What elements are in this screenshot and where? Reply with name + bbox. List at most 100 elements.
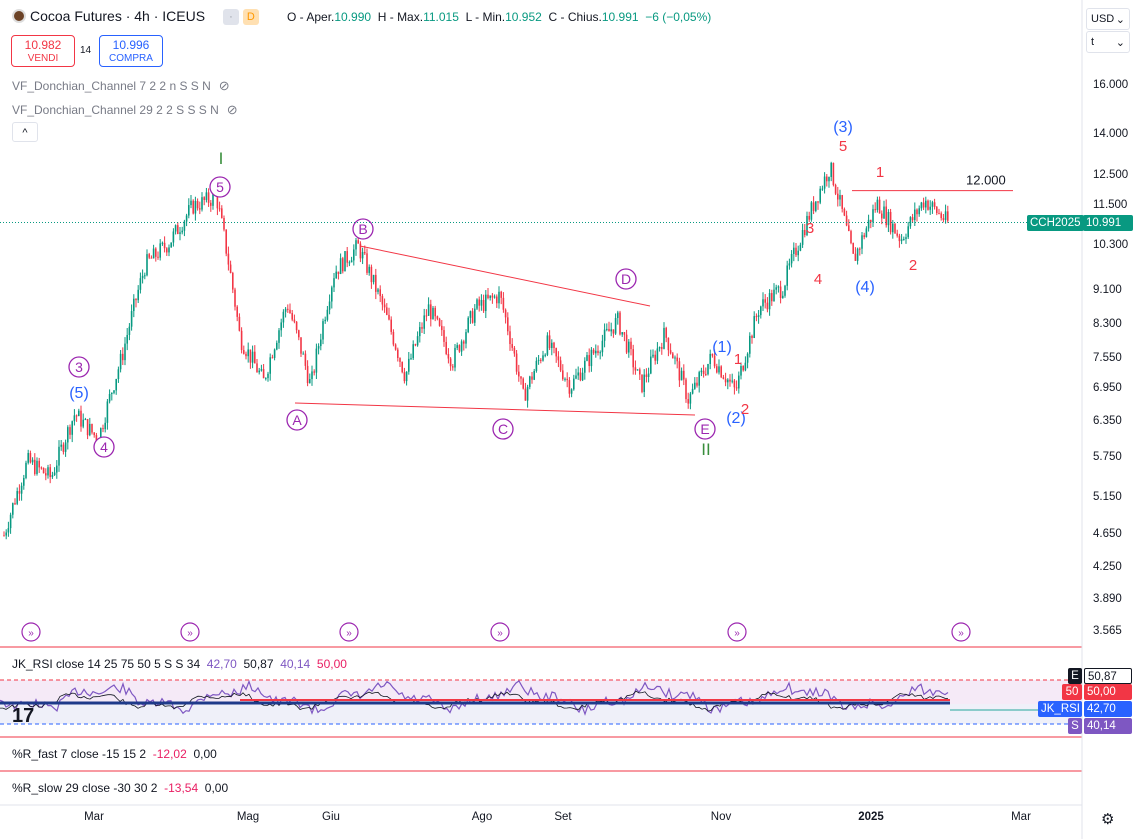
candle-body — [368, 266, 370, 273]
candle-body — [870, 219, 872, 223]
candle-body — [12, 503, 14, 515]
candle-body — [555, 348, 557, 357]
event-marker-icon[interactable] — [951, 622, 971, 642]
candle-body — [328, 301, 331, 310]
price-tick: 10.300 — [1093, 239, 1129, 252]
candle-body — [480, 299, 483, 306]
collapse-indicators-button[interactable]: ^ — [12, 122, 38, 142]
candle-body — [491, 295, 494, 298]
event-marker-icon[interactable] — [180, 622, 200, 642]
currency-select[interactable]: USD ⌄ — [1086, 8, 1130, 30]
candle-body — [588, 355, 590, 367]
indicator-donchian-7-label: VF_Donchian_Channel 7 2 2 n S S N — [12, 79, 211, 93]
candle-body — [601, 340, 604, 353]
event-marker-icon[interactable] — [490, 622, 510, 642]
triangle-lower-line[interactable] — [294, 402, 696, 416]
candle-body — [293, 319, 296, 322]
candle-body — [69, 427, 71, 435]
candle-body — [599, 352, 601, 354]
rsi-legend[interactable]: JK_RSI close 14 25 75 50 5 S S 34 42,70 … — [12, 657, 347, 671]
candle-body — [454, 347, 456, 368]
scale-select[interactable]: t ⌄ — [1086, 31, 1130, 53]
event-marker-icon[interactable] — [727, 622, 747, 642]
candle-body — [751, 335, 753, 339]
candle-body — [522, 378, 524, 389]
candle-body — [643, 374, 645, 392]
settings-gear-icon[interactable]: ⚙ — [1101, 811, 1115, 828]
candle-body — [700, 370, 703, 373]
candle-body — [361, 251, 364, 259]
candle-body — [526, 386, 529, 401]
candle-body — [229, 264, 232, 273]
candle-body — [53, 472, 56, 475]
wave-circle-label-cB: B — [358, 221, 367, 237]
wave-label-b3: (3) — [833, 119, 853, 136]
candle-body — [909, 217, 912, 227]
rsi-lower-band — [0, 704, 1082, 724]
candle-body — [23, 477, 25, 486]
candle-body — [927, 200, 929, 210]
candle-body — [881, 213, 883, 219]
candle-body — [898, 235, 901, 242]
candle-body — [493, 296, 496, 298]
candle-body — [843, 208, 846, 216]
candle-body — [764, 299, 766, 303]
candle-body — [414, 344, 417, 346]
rsi-tag-s: S — [1068, 718, 1082, 734]
candle-body — [113, 390, 115, 393]
candle-body — [502, 297, 505, 310]
buy-button[interactable]: 10.996 COMPRA — [99, 35, 163, 67]
event-marker-icon[interactable] — [21, 622, 41, 642]
event-marker-icon[interactable] — [339, 622, 359, 642]
candle-body — [434, 307, 436, 317]
candle-body — [947, 211, 949, 221]
candle-body — [322, 321, 324, 340]
wave-label-r1a: 1 — [734, 351, 742, 368]
price-tick: 3.890 — [1093, 593, 1122, 606]
eye-off-icon[interactable]: ⊘ — [218, 78, 230, 93]
candle-body — [196, 201, 199, 209]
candle-body — [111, 392, 113, 395]
rslow-legend[interactable]: %R_slow 29 close -30 30 2 -13,54 0,00 — [12, 781, 228, 795]
candle-body — [320, 339, 322, 347]
candle-body — [91, 423, 93, 433]
candle-body — [810, 202, 813, 220]
candle-body — [929, 206, 931, 210]
indicator-donchian-7[interactable]: VF_Donchian_Channel 7 2 2 n S S N ⊘ — [12, 78, 230, 94]
candle-body — [410, 358, 412, 360]
triangle-upper-line[interactable] — [359, 245, 651, 307]
eye-off-icon[interactable]: ⊘ — [226, 102, 238, 117]
wave-circle-label-c5: 5 — [216, 179, 224, 195]
candle-body — [577, 372, 579, 376]
candle-body — [518, 371, 520, 377]
candle-body — [746, 353, 749, 363]
candle-body — [537, 359, 540, 361]
candle-body — [326, 309, 329, 320]
candle-body — [423, 315, 425, 329]
candle-body — [760, 306, 762, 316]
candle-body — [867, 219, 870, 229]
rfast-legend[interactable]: %R_fast 7 close -15 15 2 -12,02 0,00 — [12, 747, 217, 761]
scale-mode-value: t — [1091, 36, 1095, 48]
candle-body — [267, 373, 269, 379]
rsi-tag-jk: JK_RSI — [1038, 701, 1082, 717]
candle-body — [507, 317, 509, 332]
candle-body — [16, 491, 18, 504]
candle-body — [575, 375, 577, 379]
candle-body — [199, 208, 201, 210]
sell-button[interactable]: 10.982 VENDI — [11, 35, 75, 67]
candle-body — [478, 299, 480, 306]
candle-body — [562, 370, 564, 380]
candle-body — [702, 370, 705, 374]
indicator-donchian-29[interactable]: VF_Donchian_Channel 29 2 2 S S S N ⊘ — [12, 102, 238, 118]
candle-body — [465, 332, 467, 344]
candle-body — [487, 294, 489, 299]
dot-badge[interactable]: · — [222, 9, 239, 25]
delay-badge[interactable]: D — [242, 9, 259, 25]
candle-body — [531, 376, 533, 380]
candle-body — [135, 298, 137, 301]
time-tick: Mag — [236, 811, 260, 823]
candle-body — [144, 275, 146, 277]
wave-circle-label-cE: E — [700, 421, 709, 437]
